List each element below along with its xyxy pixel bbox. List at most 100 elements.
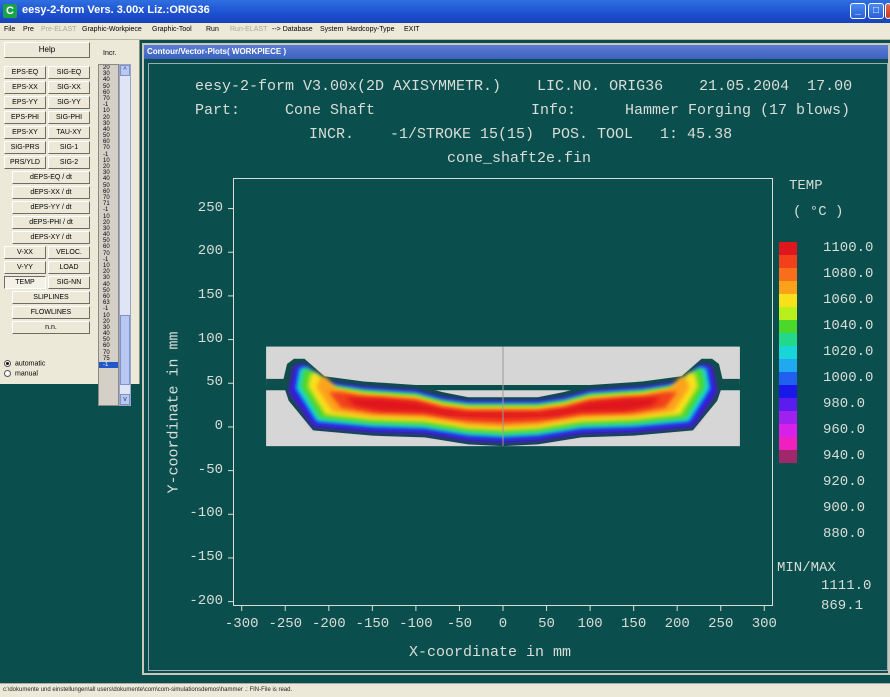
menu-pre-elast[interactable]: Pre-ELAST <box>41 26 77 33</box>
increment-item[interactable]: -1 <box>103 256 109 263</box>
increment-item[interactable]: 50 <box>103 337 110 344</box>
increment-item[interactable]: 40 <box>103 126 110 133</box>
increment-item[interactable]: 20 <box>103 269 110 276</box>
close-button[interactable] <box>885 3 890 19</box>
increment-item[interactable]: 30 <box>103 170 110 177</box>
result-button-sig-yy[interactable]: SIG-YY <box>48 96 90 109</box>
menu-exit[interactable]: EXIT <box>404 26 420 33</box>
increment-item[interactable]: 10 <box>103 108 110 115</box>
menu-system[interactable]: System <box>320 26 344 33</box>
result-button-deps-xy-dt[interactable]: dEPS-XY / dt <box>12 231 90 244</box>
scroll-up-icon[interactable]: ^ <box>120 65 130 76</box>
increment-item[interactable]: 60 <box>103 293 110 300</box>
radio-automatic[interactable]: automatic <box>4 360 45 367</box>
result-button-deps-eq-dt[interactable]: dEPS-EQ / dt <box>12 171 90 184</box>
result-button-prs-yld[interactable]: PRS/YLD <box>4 156 46 169</box>
menu-file[interactable]: File <box>4 26 16 33</box>
minimize-button[interactable]: _ <box>850 3 866 19</box>
increment-item[interactable]: 60 <box>103 188 110 195</box>
increment-item[interactable]: 40 <box>103 176 110 183</box>
result-button-eps-yy[interactable]: EPS-YY <box>4 96 46 109</box>
result-button-sig-eq[interactable]: SIG-EQ <box>48 66 90 79</box>
increment-item[interactable]: 40 <box>103 232 110 239</box>
increment-item[interactable]: 40 <box>103 77 110 84</box>
result-button-sig-2[interactable]: SIG-2 <box>48 156 90 169</box>
help-button[interactable]: Help <box>4 42 90 58</box>
increment-item[interactable]: 40 <box>103 331 110 338</box>
menu-graphic-workpiece[interactable]: Graphic-Workpiece <box>82 26 142 33</box>
result-button-load[interactable]: LOAD <box>48 261 90 274</box>
increment-item[interactable]: 60 <box>103 139 110 146</box>
result-button-eps-eq[interactable]: EPS-EQ <box>4 66 46 79</box>
increment-item[interactable]: 71 <box>103 201 110 208</box>
increment-item[interactable]: 63 <box>103 300 110 307</box>
menu-run[interactable]: Run <box>206 26 219 33</box>
increment-item[interactable]: 50 <box>103 287 110 294</box>
increment-item[interactable]: 20 <box>103 65 110 71</box>
increment-item[interactable]: 70 <box>103 95 110 102</box>
result-button-deps-xx-dt[interactable]: dEPS-XX / dt <box>12 186 90 199</box>
increment-item[interactable]: 50 <box>103 133 110 140</box>
increment-item[interactable]: 10 <box>103 157 110 164</box>
increment-item[interactable]: 50 <box>103 83 110 90</box>
result-button-flowlines[interactable]: FLOWLINES <box>12 306 90 319</box>
increment-item[interactable]: -1 <box>103 207 109 214</box>
increment-item[interactable]: 20 <box>103 114 110 121</box>
result-button-eps-xx[interactable]: EPS-XX <box>4 81 46 94</box>
increment-item[interactable]: 20 <box>103 164 110 170</box>
increment-item[interactable]: 70 <box>103 250 110 257</box>
result-button-v-xx[interactable]: V-XX <box>4 246 46 259</box>
result-button-n-n[interactable]: n.n. <box>12 321 90 334</box>
result-button-v-yy[interactable]: V-YY <box>4 261 46 274</box>
menu-run-elast[interactable]: Run-ELAST <box>230 26 268 33</box>
radio-unchecked-icon[interactable] <box>4 370 11 377</box>
increment-item[interactable]: 30 <box>103 120 110 127</box>
result-button-sliplines[interactable]: SLIPLINES <box>12 291 90 304</box>
result-button-tau-xy[interactable]: TAU-XY <box>48 126 90 139</box>
increment-item[interactable]: 30 <box>103 275 110 282</box>
increment-item[interactable]: -1 <box>103 306 109 313</box>
increment-item[interactable]: 10 <box>103 312 110 319</box>
increment-item[interactable]: 20 <box>103 318 110 325</box>
increment-item[interactable]: 10 <box>103 263 110 269</box>
increment-item[interactable]: -1 <box>103 102 109 109</box>
scrollbar-thumb[interactable] <box>120 315 130 385</box>
result-button-deps-phi-dt[interactable]: dEPS-PHI / dt <box>12 216 90 229</box>
increment-item[interactable]: 30 <box>103 225 110 232</box>
increment-item[interactable]: 60 <box>103 343 110 350</box>
scroll-down-icon[interactable]: v <box>120 394 130 405</box>
increment-item[interactable]: 30 <box>103 71 110 78</box>
menu-pre[interactable]: Pre <box>23 26 34 33</box>
maximize-button[interactable]: □ <box>868 3 884 19</box>
result-button-eps-phi[interactable]: EPS-PHI <box>4 111 46 124</box>
result-button-sig-xx[interactable]: SIG-XX <box>48 81 90 94</box>
increment-item[interactable]: 50 <box>103 182 110 189</box>
radio-manual[interactable]: manual <box>4 370 38 377</box>
radio-checked-icon[interactable] <box>4 360 11 367</box>
increment-item[interactable]: 60 <box>103 244 110 251</box>
result-button-sig-1[interactable]: SIG-1 <box>48 141 90 154</box>
result-button-veloc[interactable]: VELOC. <box>48 246 90 259</box>
increment-item[interactable]: 20 <box>103 219 110 226</box>
menu-hardcopy-type[interactable]: Hardcopy-Type <box>347 26 395 33</box>
increment-item[interactable]: 10 <box>103 213 110 220</box>
increment-item[interactable]: -1 <box>103 151 109 158</box>
increment-item[interactable]: 50 <box>103 238 110 245</box>
increment-item[interactable]: 70 <box>103 145 110 152</box>
increment-item[interactable]: 60 <box>103 89 110 96</box>
increment-item[interactable]: 75 <box>103 355 110 362</box>
increment-item[interactable]: 70 <box>103 349 110 356</box>
increment-scrollbar[interactable]: ^ v <box>119 64 131 406</box>
menu-database[interactable]: --> Database <box>272 26 313 33</box>
result-button-sig-phi[interactable]: SIG-PHI <box>48 111 90 124</box>
increment-item[interactable]: 40 <box>103 281 110 288</box>
result-button-sig-prs[interactable]: SIG-PRS <box>4 141 46 154</box>
increment-list[interactable]: 20 30 40 50 60 70 -1 10 20 30 40 50 60 70 -1 10 20 30 40 50… <box>98 64 119 406</box>
result-button-temp[interactable]: TEMP <box>4 276 46 289</box>
increment-item[interactable]: -1 <box>99 362 118 369</box>
result-button-eps-xy[interactable]: EPS-XY <box>4 126 46 139</box>
result-button-sig-nn[interactable]: SIG-NN <box>48 276 90 289</box>
menu-graphic-tool[interactable]: Graphic-Tool <box>152 26 192 33</box>
result-button-deps-yy-dt[interactable]: dEPS-YY / dt <box>12 201 90 214</box>
increment-item[interactable]: 70 <box>103 194 110 201</box>
